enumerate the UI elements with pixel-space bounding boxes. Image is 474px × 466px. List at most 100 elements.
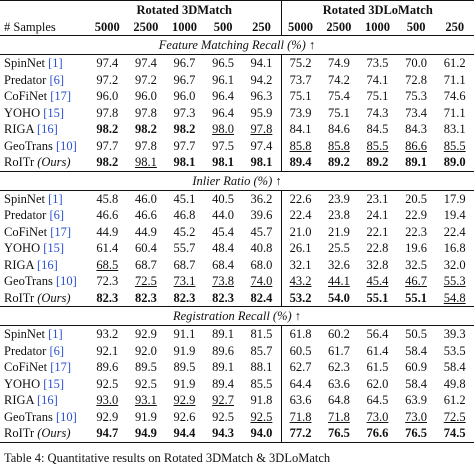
value-cell: 70.0 [397,55,436,72]
value-cell: 96.0 [88,88,127,105]
value-cell: 96.0 [165,88,204,105]
value-cell: 73.7 [280,71,320,88]
value-cell: 97.8 [127,138,166,155]
value-cell: 75.2 [280,54,320,72]
value-cell: 84.3 [397,121,436,138]
value-cell: 98.2 [127,121,166,138]
value: 22.6 [289,191,312,206]
value: 73.8 [212,274,235,289]
header-row: Rotated 3DMatch Rotated 3DLoMatch [0,0,474,18]
method-name: YOHO [4,376,41,391]
value-cell: 82.3 [127,290,166,307]
method-ref: [1] [48,191,63,206]
section-title: Registration Recall (%) ↑ [0,306,474,326]
method-ref: (Ours) [37,426,71,441]
value-cell: 56.4 [358,326,397,343]
value: 60.9 [405,360,428,375]
value-cell: 97.4 [88,55,127,72]
data-row: RoITr (Ours) 82.3 82.3 82.3 82.3 82.4 53.2 54.0… [0,289,474,307]
value: 85.5 [250,376,273,391]
value: 74.0 [250,274,273,289]
value: 60.4 [134,241,157,256]
value: 61.4 [366,343,389,358]
value: 45.7 [250,224,273,239]
value-cell: 32.1 [280,256,320,273]
value: 89.4 [212,376,235,391]
value: 84.1 [289,122,312,137]
value-cell: 22.9 [397,207,436,224]
value: 56.4 [366,327,389,342]
value-cell: 95.9 [242,105,281,122]
value-cell: 74.2 [320,72,359,89]
method: SpinNet [1] [0,190,88,207]
value: 92.6 [173,409,196,424]
value: 82.4 [250,290,273,305]
value: 55.3 [443,274,466,289]
value-cell: 92.6 [165,409,204,426]
section-title: Inlier Ratio (%) ↑ [0,170,474,191]
value: 64.5 [366,393,389,408]
value-cell: 61.4 [358,343,397,360]
value-cell: 84.6 [320,121,359,138]
value: 91.9 [173,343,196,358]
value: 74.1 [366,72,389,87]
value: 55.1 [405,290,428,305]
value-cell: 62.3 [320,359,359,376]
value: 61.4 [96,241,119,256]
value-cell: 75.1 [280,88,320,105]
value-cell: 73.1 [165,273,204,290]
value: 44.9 [96,224,119,239]
method-ref: [6] [49,72,65,87]
data-row: SpinNet [1] 45.8 46.0 45.1 40.5 36.2 22.6 23.9 2… [0,190,474,207]
value: 97.8 [134,105,157,120]
method-ref: [10] [55,409,77,424]
value-cell: 55.3 [435,273,474,290]
value-cell: 96.7 [165,55,204,72]
method-ref: [15] [43,376,65,391]
value: 97.4 [250,138,273,153]
value-cell: 46.8 [165,207,204,224]
value-cell: 60.2 [320,326,359,343]
value-cell: 17.9 [435,190,474,207]
value: 97.5 [212,138,235,153]
value-cell: 89.0 [435,154,474,171]
sample-count: 250 [435,18,474,36]
sample-count: 500 [203,18,243,36]
value: 92.5 [250,409,273,424]
value-cell: 44.0 [204,207,243,224]
value-cell: 93.2 [88,326,127,343]
data-row: SpinNet [1] 93.2 92.9 91.1 89.1 81.5 61.8 60.2 5… [0,325,474,343]
value-cell: 85.5 [358,138,397,155]
value-cell: 19.4 [435,207,474,224]
value: 54.0 [327,290,350,305]
method-name: RoITr [4,290,35,305]
value: 63.9 [405,393,428,408]
value-cell: 58.4 [397,376,436,393]
value: 91.8 [250,393,273,408]
value: 44.9 [134,224,157,239]
value: 70.0 [405,56,428,71]
method: Predator [6] [0,207,88,224]
sample-count: 1000 [165,18,204,36]
method-name: RIGA [4,393,34,408]
method: Predator [6] [0,72,88,89]
results-table: Rotated 3DMatch Rotated 3DLoMatch # Sample… [0,0,474,443]
method-name: RIGA [4,122,34,137]
method-ref: [16] [37,257,58,272]
data-row: GeoTrans [10] 97.7 97.8 97.7 97.5 97.4 85.8 85.… [0,137,474,155]
value-cell: 98.1 [127,154,166,171]
value: 73.0 [366,409,389,424]
value: 63.6 [327,376,350,391]
value: 92.5 [212,409,235,424]
sample-count: 2500 [319,18,359,36]
value-cell: 89.2 [320,154,359,171]
value: 97.2 [134,72,157,87]
value-cell: 98.1 [242,154,281,171]
value: 50.5 [405,327,428,342]
value: 60.2 [327,327,350,342]
value-cell: 40.8 [242,240,281,257]
value-cell: 89.6 [204,343,243,360]
value: 97.4 [96,56,119,71]
value-cell: 50.5 [397,326,436,343]
